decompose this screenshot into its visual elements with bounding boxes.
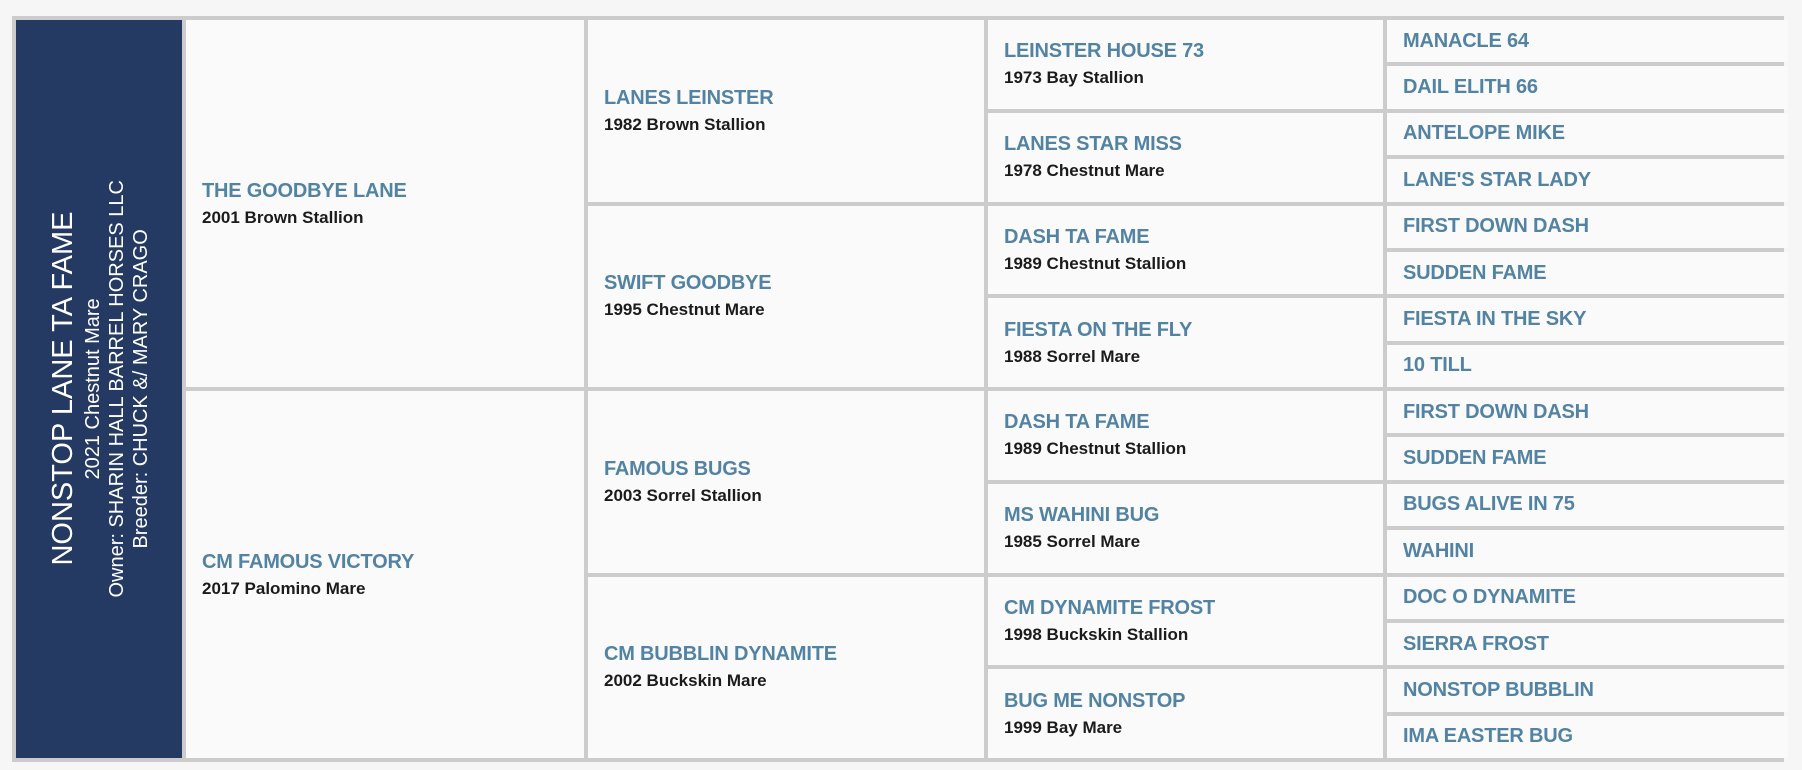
gen4-ancestor-cell: ANTELOPE MIKE	[1387, 112, 1788, 156]
gen3-ancestor-cell: CM DYNAMITE FROST 1998 Buckskin Stallion	[988, 576, 1383, 666]
ancestor-name-link[interactable]: FIESTA ON THE FLY	[1004, 318, 1193, 341]
gen4-ancestor-cell: FIRST DOWN DASH	[1387, 205, 1788, 248]
ancestor-detail: 1973 Bay Stallion	[1004, 68, 1144, 88]
subject-owner: Owner: SHARIN HALL BARREL HORSES LLC	[105, 180, 128, 598]
ancestor-name-link[interactable]: ANTELOPE MIKE	[1403, 122, 1565, 145]
gen2-ancestor-cell: SWIFT GOODBYE 1995 Chestnut Mare	[588, 205, 984, 387]
gen3-ancestor-cell: BUG ME NONSTOP 1999 Bay Mare	[988, 669, 1383, 758]
ancestor-detail: 1982 Brown Stallion	[604, 114, 766, 134]
ancestor-detail: 1989 Chestnut Stallion	[1004, 253, 1187, 273]
ancestor-name-link[interactable]: CM BUBBLIN DYNAMITE	[604, 643, 837, 666]
ancestor-name-link[interactable]: DAIL ELITH 66	[1403, 76, 1538, 99]
gen2-ancestor-cell: LANES LEINSTER 1982 Brown Stallion	[588, 20, 984, 202]
ancestor-name-link[interactable]: BUG ME NONSTOP	[1004, 689, 1186, 712]
gen4-ancestor-cell: NONSTOP BUBBLIN	[1387, 669, 1788, 712]
ancestor-name-link[interactable]: IMA EASTER BUG	[1403, 725, 1573, 748]
ancestor-name-link[interactable]: SWIFT GOODBYE	[604, 272, 772, 295]
gen4-ancestor-cell: SUDDEN FAME	[1387, 437, 1788, 480]
ancestor-name-link[interactable]: FIRST DOWN DASH	[1403, 400, 1589, 423]
gen3-ancestor-cell: FIESTA ON THE FLY 1988 Sorrel Mare	[988, 298, 1383, 387]
gen4-ancestor-cell: DAIL ELITH 66	[1387, 66, 1788, 109]
subject-detail: 2021 Chestnut Mare	[81, 298, 104, 480]
ancestor-name-link[interactable]: NONSTOP BUBBLIN	[1403, 678, 1594, 701]
gen4-ancestor-cell: SIERRA FROST	[1387, 622, 1788, 666]
gen3-ancestor-cell: LANES STAR MISS 1978 Chestnut Mare	[988, 112, 1383, 202]
gen4-ancestor-cell: FIRST DOWN DASH	[1387, 391, 1788, 434]
gen4-ancestor-cell: IMA EASTER BUG	[1387, 715, 1788, 758]
ancestor-name-link[interactable]: LANES LEINSTER	[604, 86, 774, 109]
gen4-ancestor-cell: BUGS ALIVE IN 75	[1387, 483, 1788, 527]
ancestor-name-link[interactable]: THE GOODBYE LANE	[202, 179, 407, 202]
ancestor-name-link[interactable]: FAMOUS BUGS	[604, 457, 751, 480]
gen1-ancestor-cell: CM FAMOUS VICTORY 2017 Palomino Mare	[186, 391, 584, 758]
gen3-ancestor-cell: LEINSTER HOUSE 73 1973 Bay Stallion	[988, 20, 1383, 109]
ancestor-name-link[interactable]: LANES STAR MISS	[1004, 133, 1182, 156]
ancestor-detail: 1989 Chestnut Stallion	[1004, 439, 1187, 459]
ancestor-detail: 1985 Sorrel Mare	[1004, 532, 1141, 552]
gen1-ancestor-cell: THE GOODBYE LANE 2001 Brown Stallion	[186, 20, 584, 387]
gen4-ancestor-cell: 10 TILL	[1387, 344, 1788, 387]
ancestor-name-link[interactable]: DOC O DYNAMITE	[1403, 586, 1576, 609]
gen4-ancestor-cell: WAHINI	[1387, 530, 1788, 573]
gen4-ancestor-cell: DOC O DYNAMITE	[1387, 576, 1788, 619]
ancestor-name-link[interactable]: MANACLE 64	[1403, 29, 1529, 52]
ancestor-name-link[interactable]: SUDDEN FAME	[1403, 447, 1547, 470]
gen2-ancestor-cell: CM BUBBLIN DYNAMITE 2002 Buckskin Mare	[588, 576, 984, 758]
ancestor-name-link[interactable]: CM DYNAMITE FROST	[1004, 596, 1216, 619]
pedigree-chart: NONSTOP LANE TA FAME 2021 Chestnut Mare …	[12, 16, 1788, 762]
gen3-ancestor-cell: MS WAHINI BUG 1985 Sorrel Mare	[988, 483, 1383, 573]
gen4-ancestor-cell: SUDDEN FAME	[1387, 251, 1788, 295]
ancestor-detail: 1978 Chestnut Mare	[1004, 161, 1165, 181]
ancestor-detail: 1988 Sorrel Mare	[1004, 346, 1141, 366]
subject-breeder: Breeder: CHUCK &/ MARY CRAGO	[129, 229, 152, 549]
subject-panel: NONSTOP LANE TA FAME 2021 Chestnut Mare …	[16, 20, 182, 758]
ancestor-name-link[interactable]: FIRST DOWN DASH	[1403, 215, 1589, 238]
ancestor-name-link[interactable]: LEINSTER HOUSE 73	[1004, 40, 1204, 63]
gen4-ancestor-cell: MANACLE 64	[1387, 20, 1788, 63]
ancestor-name-link[interactable]: SUDDEN FAME	[1403, 261, 1547, 284]
ancestor-detail: 2001 Brown Stallion	[202, 207, 364, 227]
ancestor-name-link[interactable]: MS WAHINI BUG	[1004, 504, 1160, 527]
gen3-ancestor-cell: DASH TA FAME 1989 Chestnut Stallion	[988, 205, 1383, 295]
ancestor-detail: 2002 Buckskin Mare	[604, 671, 767, 691]
ancestor-detail: 2017 Palomino Mare	[202, 578, 366, 598]
ancestor-name-link[interactable]: WAHINI	[1403, 539, 1475, 562]
gen4-ancestor-cell: FIESTA IN THE SKY	[1387, 298, 1788, 341]
ancestor-detail: 1995 Chestnut Mare	[604, 300, 765, 320]
ancestor-name-link[interactable]: BUGS ALIVE IN 75	[1403, 493, 1575, 516]
ancestor-name-link[interactable]: DASH TA FAME	[1004, 411, 1150, 434]
ancestor-detail: 2003 Sorrel Stallion	[604, 485, 762, 505]
ancestor-name-link[interactable]: DASH TA FAME	[1004, 225, 1150, 248]
ancestor-name-link[interactable]: FIESTA IN THE SKY	[1403, 307, 1587, 330]
gen3-ancestor-cell: DASH TA FAME 1989 Chestnut Stallion	[988, 391, 1383, 480]
gen2-ancestor-cell: FAMOUS BUGS 2003 Sorrel Stallion	[588, 391, 984, 573]
ancestor-detail: 1999 Bay Mare	[1004, 717, 1123, 737]
ancestor-name-link[interactable]: SIERRA FROST	[1403, 632, 1549, 655]
ancestor-name-link[interactable]: CM FAMOUS VICTORY	[202, 550, 415, 573]
gen4-ancestor-cell: LANE'S STAR LADY	[1387, 159, 1788, 202]
ancestor-name-link[interactable]: LANE'S STAR LADY	[1403, 168, 1591, 191]
subject-name: NONSTOP LANE TA FAME	[46, 211, 79, 567]
ancestor-name-link[interactable]: 10 TILL	[1403, 354, 1472, 377]
ancestor-detail: 1998 Buckskin Stallion	[1004, 624, 1189, 644]
